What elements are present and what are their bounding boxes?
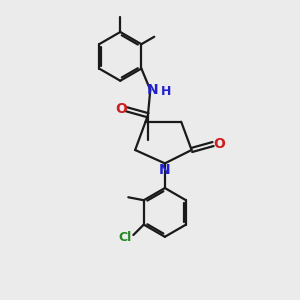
Text: N: N	[159, 163, 171, 177]
Text: H: H	[160, 85, 171, 98]
Text: N: N	[147, 83, 158, 97]
Text: Cl: Cl	[118, 232, 132, 244]
Text: O: O	[115, 102, 127, 116]
Text: O: O	[213, 137, 225, 151]
